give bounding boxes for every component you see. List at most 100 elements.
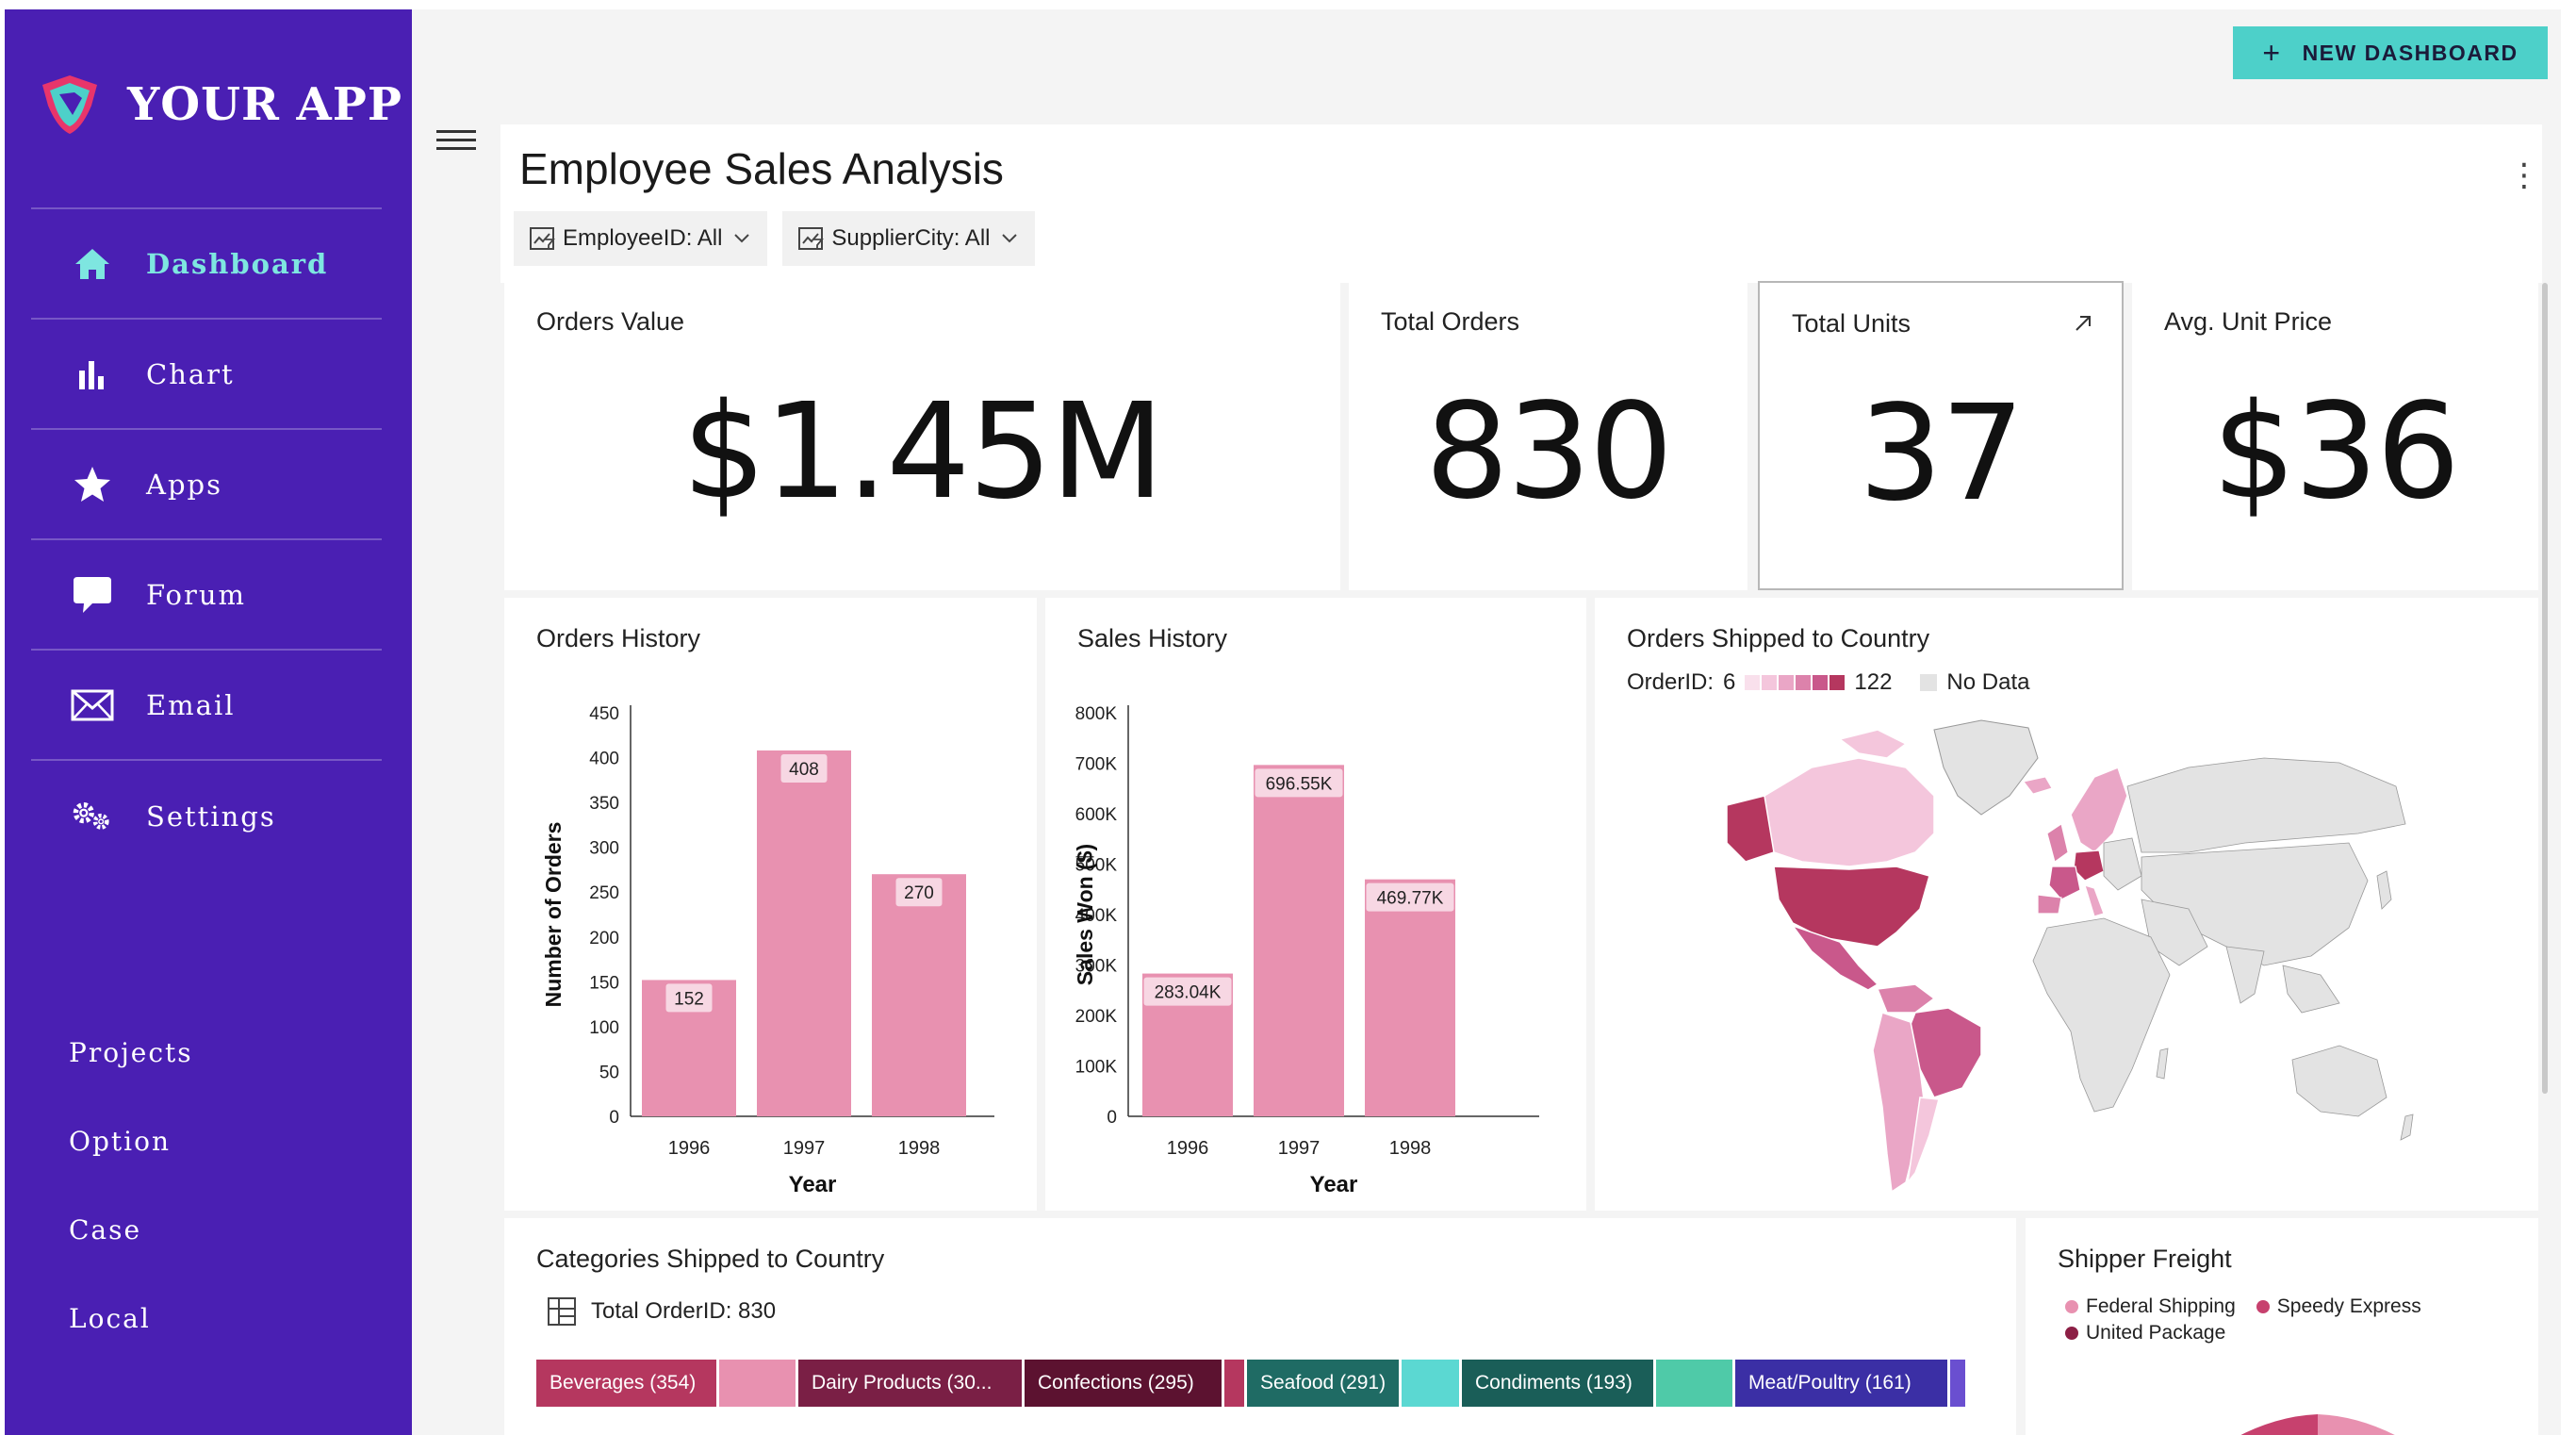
- legend-united-package[interactable]: United Package: [2065, 1322, 2225, 1344]
- plus-icon: +: [2262, 35, 2282, 70]
- category-treemap: Beverages (354) Dairy Products (30... Co…: [536, 1360, 1988, 1407]
- nav-item-projects[interactable]: Projects: [69, 1037, 193, 1068]
- y-tick-label: 0: [1107, 1108, 1117, 1128]
- scrollbar[interactable]: [2542, 283, 2548, 1094]
- nav-label: Settings: [146, 800, 276, 833]
- bar-1998[interactable]: [1365, 879, 1455, 1116]
- total-label: Total OrderID: 830: [591, 1298, 777, 1324]
- y-tick-label: 350: [589, 794, 619, 814]
- nav-item-forum[interactable]: Forum: [31, 540, 382, 651]
- shipper-freight-card[interactable]: Shipper Freight Federal Shipping Speedy …: [2026, 1218, 2538, 1435]
- legend-speedy-express[interactable]: Speedy Express: [2256, 1295, 2421, 1318]
- y-axis-title: Sales Won ($): [1073, 844, 1097, 985]
- logo-icon: [42, 75, 97, 134]
- segment-beverages[interactable]: Beverages (354): [536, 1360, 719, 1407]
- nav-item-chart[interactable]: Chart: [31, 320, 382, 430]
- world-map[interactable]: [1698, 711, 2415, 1201]
- expand-arrow-icon[interactable]: [2073, 313, 2093, 334]
- categories-title: Categories Shipped to Country: [536, 1245, 885, 1273]
- map-italy: [2084, 884, 2105, 917]
- segment-dairy[interactable]: Dairy Products (30...: [798, 1360, 1025, 1407]
- map-mexico: [1790, 924, 1879, 991]
- data-label: 270: [904, 883, 934, 903]
- shipper-title: Shipper Freight: [2058, 1245, 2232, 1273]
- map-legend: OrderID: 6 122 No Data: [1627, 669, 2029, 696]
- nav-item-email[interactable]: Email: [31, 651, 382, 761]
- menu-toggle-icon[interactable]: [436, 130, 476, 153]
- map-uk: [2046, 823, 2069, 863]
- kpi-value: $36: [2211, 375, 2460, 529]
- shipper-pie[interactable]: [2223, 1407, 2412, 1435]
- bar-1998[interactable]: [872, 874, 966, 1116]
- x-tick-label: 1997: [1278, 1138, 1321, 1159]
- chevron-down-icon: [734, 234, 750, 243]
- filter-employee-id[interactable]: EmployeeID: All: [514, 211, 768, 266]
- segment-confections-2[interactable]: [1224, 1360, 1247, 1407]
- star-icon: [71, 463, 114, 506]
- segment-condiments[interactable]: Condiments (193): [1462, 1360, 1656, 1407]
- sales-history-card[interactable]: Sales History 0 100K 200K 300K 400K 500K 600K 7…: [1045, 598, 1586, 1211]
- y-tick-label: 400: [589, 750, 619, 769]
- legend-no-data: No Data: [1946, 669, 2030, 695]
- kpi-value: 830: [1424, 375, 1673, 529]
- nav-item-case[interactable]: Case: [69, 1214, 142, 1245]
- data-label: 469.77K: [1377, 889, 1444, 909]
- legend-federal-shipping[interactable]: Federal Shipping: [2065, 1295, 2236, 1318]
- kpi-value: $1.45M: [681, 375, 1165, 529]
- app-logo[interactable]: YOUR APP: [37, 72, 402, 138]
- nav-item-option[interactable]: Option: [69, 1126, 171, 1157]
- map-title: Orders Shipped to Country: [1627, 624, 1930, 652]
- segment-seafood-2[interactable]: [1402, 1360, 1462, 1407]
- segment-condiments-2[interactable]: [1656, 1360, 1735, 1407]
- shipper-legend: Federal Shipping Speedy Express United P…: [2065, 1295, 2421, 1348]
- orders-history-card[interactable]: Orders History 0 50 100 150 200 250 300 350 400 4…: [504, 598, 1037, 1211]
- map-canada: [1754, 757, 1935, 867]
- page-title: Employee Sales Analysis: [519, 144, 1004, 193]
- segment-seafood[interactable]: Seafood (291): [1247, 1360, 1402, 1407]
- bar-1997[interactable]: [757, 750, 851, 1116]
- x-axis-title: Year: [789, 1172, 837, 1197]
- x-tick-label: 1998: [898, 1138, 941, 1159]
- main-area: + NEW DASHBOARD Employee Sales Analysis …: [412, 9, 2561, 1435]
- data-label-bg: [1255, 768, 1343, 798]
- y-tick-label: 500K: [1075, 856, 1118, 876]
- filter-supplier-city[interactable]: SupplierCity: All: [782, 211, 1036, 266]
- categories-card[interactable]: Categories Shipped to Country Total Orde…: [504, 1218, 2016, 1435]
- nav-label: Apps: [146, 468, 222, 501]
- segment-meat-poultry[interactable]: Meat/Poultry (161): [1735, 1360, 1950, 1407]
- bar-1997[interactable]: [1254, 765, 1344, 1116]
- kpi-avg-unit-price[interactable]: Avg. Unit Price $36: [2132, 281, 2538, 590]
- y-tick-label: 50: [599, 1063, 619, 1082]
- filter-icon: [798, 227, 825, 250]
- map-iceland: [2023, 776, 2053, 795]
- app-name: YOUR APP: [127, 78, 402, 131]
- nav-item-local[interactable]: Local: [69, 1303, 151, 1334]
- nav-item-settings[interactable]: Settings: [31, 761, 382, 871]
- gears-icon: [71, 795, 114, 838]
- map-canada-islands: [1838, 729, 1908, 759]
- orders-shipped-map-card[interactable]: Orders Shipped to Country OrderID: 6 122…: [1595, 598, 2538, 1211]
- nav-label: Email: [146, 688, 236, 721]
- map-alaska: [1726, 795, 1775, 863]
- nav-item-apps[interactable]: Apps: [31, 430, 382, 540]
- segment-meat-poultry-2[interactable]: [1950, 1360, 1965, 1407]
- sales-history-chart: 0 100K 200K 300K 400K 500K 600K 700K 800K 283.04K…: [1073, 704, 1539, 1197]
- kpi-orders-value[interactable]: Orders Value $1.45M: [504, 281, 1340, 590]
- chat-bubble-icon: [71, 573, 114, 617]
- segment-beverages-2[interactable]: [719, 1360, 798, 1407]
- y-tick-label: 200K: [1075, 1007, 1118, 1027]
- filter-icon: [530, 227, 555, 250]
- more-options-icon[interactable]: ⋮: [2508, 157, 2540, 193]
- segment-confections[interactable]: Confections (295): [1025, 1360, 1224, 1407]
- kpi-total-units[interactable]: Total Units 37: [1758, 281, 2124, 590]
- data-label-bg: [895, 878, 943, 907]
- y-tick-label: 300K: [1075, 957, 1118, 977]
- y-tick-label: 150: [589, 973, 619, 993]
- new-dashboard-button[interactable]: + NEW DASHBOARD: [2233, 26, 2548, 79]
- map-africa: [2032, 917, 2171, 1113]
- data-label-bg: [665, 983, 713, 1013]
- filter-bar: EmployeeID: All SupplierCity: All: [514, 211, 1036, 266]
- nav-item-dashboard[interactable]: Dashboard: [31, 209, 382, 320]
- secondary-nav: Projects Option Case Local: [69, 1009, 193, 1363]
- kpi-total-orders[interactable]: Total Orders 830: [1349, 281, 1747, 590]
